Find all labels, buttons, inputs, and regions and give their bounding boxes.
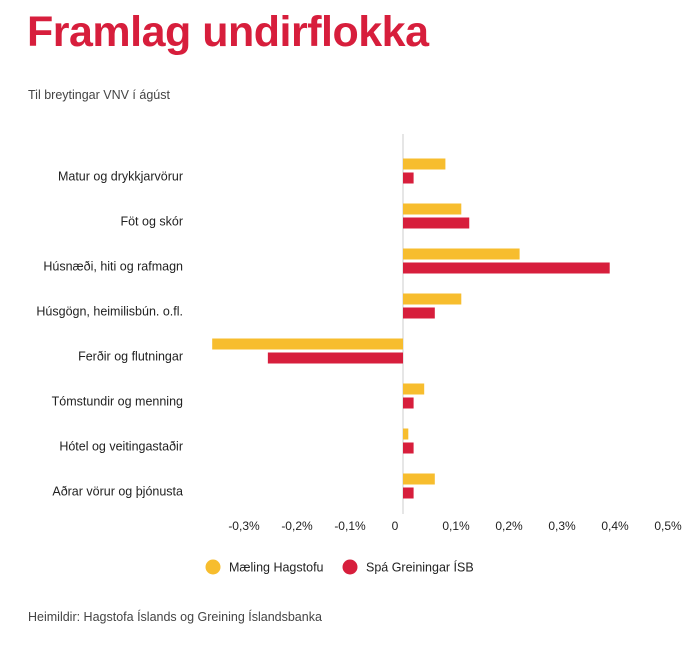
bar-maeling-hagstofu	[403, 158, 446, 170]
bar-spa-greiningar	[403, 172, 414, 184]
legend-label-0: Mæling Hagstofu	[229, 561, 324, 575]
bar-maeling-hagstofu	[403, 428, 409, 440]
chart-title: Framlag undirflokka	[27, 8, 429, 56]
legend-marker-0	[205, 559, 221, 575]
bar-maeling-hagstofu	[403, 473, 435, 485]
bar-spa-greiningar	[403, 487, 414, 499]
bar-maeling-hagstofu	[403, 248, 520, 260]
bar-maeling-hagstofu	[403, 293, 462, 305]
category-label: Húsnæði, hiti og rafmagn	[43, 260, 183, 274]
bar-spa-greiningar	[403, 217, 470, 229]
x-tick-label: 0,1%	[442, 519, 470, 533]
bar-spa-greiningar	[403, 307, 435, 319]
legend-label-1: Spá Greiningar ÍSB	[366, 560, 474, 575]
bar-maeling-hagstofu	[403, 383, 425, 395]
category-label: Föt og skór	[120, 215, 183, 229]
x-tick-label: 0,5%	[654, 519, 682, 533]
category-label: Húsgögn, heimilisbún. o.fl.	[36, 305, 183, 319]
category-label: Aðrar vörur og þjónusta	[52, 485, 183, 499]
category-label: Tómstundir og menning	[52, 395, 183, 409]
bar-spa-greiningar	[267, 352, 403, 364]
legend-marker-1	[342, 559, 358, 575]
bar-spa-greiningar	[403, 442, 414, 454]
x-tick-label: 0,4%	[601, 519, 629, 533]
x-tick-label: -0,1%	[334, 519, 366, 533]
category-label: Hótel og veitingastaðir	[59, 440, 183, 454]
x-tick-label: -0,3%	[228, 519, 260, 533]
source-note: Heimildir: Hagstofa Íslands og Greining …	[28, 610, 322, 624]
x-tick-label: 0,2%	[495, 519, 523, 533]
x-tick-label: 0	[392, 519, 399, 533]
bar-maeling-hagstofu	[403, 203, 462, 215]
x-tick-label: 0,3%	[548, 519, 576, 533]
category-label: Ferðir og flutningar	[78, 350, 183, 364]
bar-maeling-hagstofu	[212, 338, 403, 350]
bar-spa-greiningar	[403, 397, 414, 409]
bar-spa-greiningar	[403, 262, 610, 274]
category-label: Matur og drykkjarvörur	[58, 170, 183, 184]
chart-subtitle: Til breytingar VNV í ágúst	[28, 88, 170, 102]
x-tick-label: -0,2%	[281, 519, 313, 533]
